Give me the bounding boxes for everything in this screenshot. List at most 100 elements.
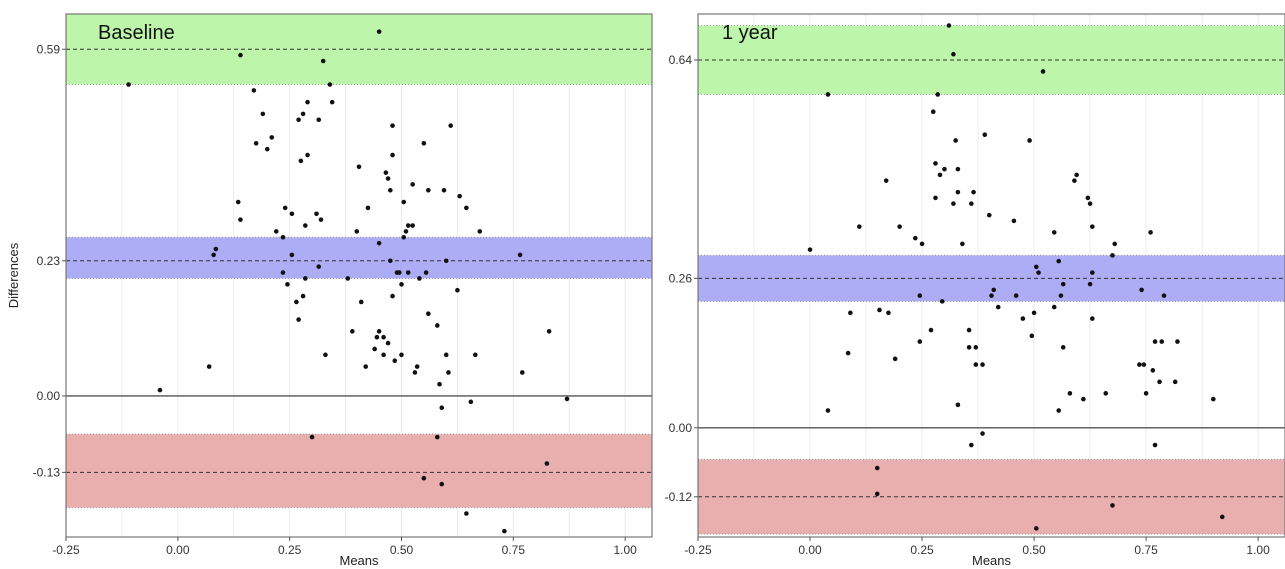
y-tick-label: 0.26 — [669, 271, 693, 285]
data-point — [273, 229, 279, 234]
data-point — [1143, 391, 1149, 396]
x-tick-label: -0.25 — [684, 543, 712, 557]
data-point — [971, 189, 976, 195]
data-point — [356, 164, 362, 170]
data-point — [323, 352, 328, 358]
data-point — [937, 172, 943, 178]
y-tick-label: 0.00 — [669, 421, 693, 435]
data-point — [401, 235, 407, 240]
x-tick-label: 1.00 — [1246, 543, 1270, 557]
data-point — [1020, 316, 1026, 321]
data-point — [1139, 287, 1144, 293]
x-tick-label: -0.25 — [52, 543, 80, 557]
data-point — [401, 199, 407, 205]
data-point — [403, 229, 409, 234]
data-point — [441, 187, 447, 193]
data-point — [363, 364, 369, 369]
data-point — [381, 352, 386, 358]
data-point — [410, 182, 415, 187]
data-point — [289, 252, 295, 258]
data-point — [426, 311, 431, 316]
data-point — [1034, 264, 1039, 270]
data-point — [1161, 293, 1167, 298]
data-point — [405, 223, 411, 228]
data-point — [374, 334, 380, 340]
data-point — [1074, 172, 1079, 178]
data-point — [989, 293, 994, 298]
data-point — [1110, 253, 1115, 258]
band-2 — [66, 434, 652, 508]
data-point — [564, 396, 570, 402]
data-point — [973, 345, 979, 350]
data-point — [857, 224, 862, 229]
data-point — [969, 442, 974, 448]
data-point — [213, 246, 219, 252]
data-point — [1219, 514, 1225, 520]
data-point — [991, 287, 997, 293]
data-point — [1085, 195, 1091, 201]
data-point — [238, 52, 243, 58]
data-point — [1031, 310, 1037, 316]
data-point — [1060, 281, 1066, 287]
x-tick-label: 0.25 — [910, 543, 934, 557]
data-point — [264, 146, 270, 152]
data-point — [426, 187, 431, 193]
data-point — [464, 205, 469, 211]
data-point — [848, 310, 853, 316]
data-point — [280, 235, 286, 240]
data-point — [1081, 396, 1086, 402]
data-point — [260, 111, 266, 117]
data-point — [423, 270, 429, 275]
data-point — [953, 138, 958, 143]
panel-title: 1 year — [722, 22, 778, 44]
data-point — [874, 491, 880, 497]
x-tick-label: 0.50 — [390, 543, 414, 557]
data-point — [157, 387, 163, 393]
data-point — [966, 345, 972, 350]
data-point — [385, 340, 391, 346]
data-point — [296, 117, 301, 123]
y-tick-label: -0.13 — [33, 465, 61, 479]
data-point — [349, 329, 355, 334]
data-point — [1090, 270, 1095, 275]
data-point — [951, 201, 956, 206]
data-point — [421, 475, 427, 481]
y-tick-label: 0.64 — [669, 53, 693, 67]
data-point — [1152, 442, 1158, 448]
data-point — [917, 339, 923, 344]
data-point — [329, 99, 335, 105]
data-point — [980, 362, 985, 367]
data-point — [405, 270, 411, 275]
plot-area — [66, 14, 652, 537]
panel-border — [697, 13, 1285, 538]
data-point — [1067, 391, 1073, 396]
data-point — [280, 270, 286, 275]
data-point — [1040, 69, 1046, 74]
data-point — [383, 170, 389, 175]
data-point — [300, 293, 306, 299]
data-point — [886, 310, 891, 316]
x-axis-title: Means — [972, 553, 1012, 568]
data-point — [1090, 316, 1095, 321]
panel-2: -0.12 0.00 0.26 0.64 -0.25 0.00 0.25 0.50 0.75 1.… — [665, 13, 1285, 568]
panel-border — [65, 13, 653, 538]
x-axis-title: Means — [339, 553, 379, 568]
data-point — [434, 434, 440, 440]
y-axis-title: Differences — [6, 242, 21, 308]
data-point — [439, 405, 445, 411]
data-point — [930, 109, 936, 115]
x-tick-label: 0.75 — [1134, 543, 1158, 557]
data-point — [1027, 138, 1032, 143]
data-point — [468, 399, 474, 405]
data-point — [376, 240, 382, 246]
data-point — [1060, 345, 1066, 350]
data-point — [1087, 201, 1093, 206]
data-point — [434, 323, 440, 328]
data-point — [354, 229, 360, 234]
data-point — [517, 252, 523, 258]
data-point — [995, 304, 1001, 310]
data-point — [973, 362, 979, 367]
data-point — [296, 317, 301, 322]
data-point — [303, 223, 308, 228]
